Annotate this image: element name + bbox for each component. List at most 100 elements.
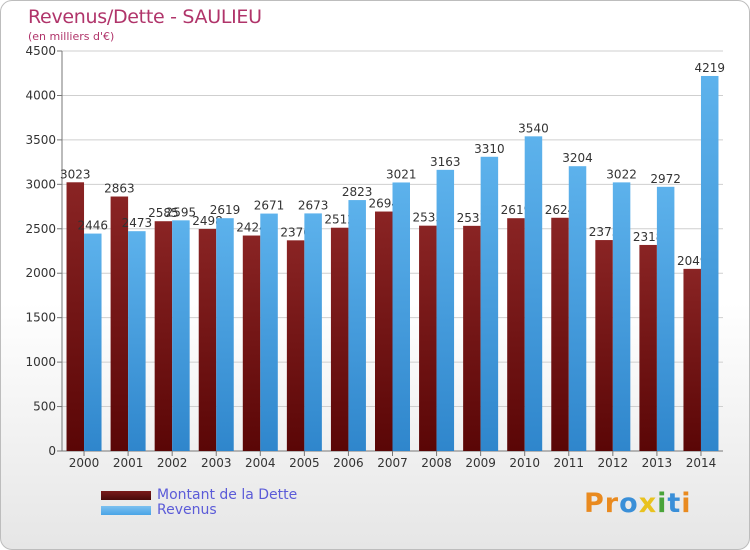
data-label-dette: 2373 [589, 225, 620, 239]
logo-letter: i [681, 488, 692, 519]
bar-dette [330, 227, 349, 451]
bar-dette [286, 240, 305, 451]
y-tick-label: 4000 [25, 88, 56, 102]
bar-revenus [84, 233, 102, 451]
bar-dette [639, 244, 657, 451]
y-tick-label: 500 [33, 400, 56, 414]
x-tick-label: 2004 [245, 456, 276, 470]
data-label-revenus: 2446 [78, 219, 109, 233]
y-tick-label: 1500 [25, 311, 56, 325]
bar-dette [551, 217, 569, 451]
data-label-revenus: 3021 [386, 167, 417, 181]
logo-letter: x [638, 488, 658, 519]
y-tick-label: 4500 [25, 44, 56, 58]
data-label-dette: 2619 [501, 203, 532, 217]
bar-dette [595, 240, 613, 451]
legend-label-dette: Montant de la Dette [157, 487, 298, 503]
bar-dette [507, 218, 525, 451]
data-label-dette: 2624 [545, 203, 576, 217]
logo-letter: i [657, 488, 668, 519]
data-label-dette: 2533 [457, 211, 488, 225]
x-tick-label: 2000 [69, 456, 100, 470]
data-label-revenus: 3310 [474, 142, 505, 156]
x-tick-label: 2009 [465, 456, 496, 470]
bar-revenus [700, 75, 719, 451]
legend-label-revenus: Revenus [157, 502, 217, 518]
bar-revenus [128, 231, 146, 451]
bar-dette [463, 225, 481, 451]
bar-revenus [348, 200, 366, 451]
bar-dette [683, 268, 701, 451]
data-label-revenus: 2823 [342, 185, 373, 199]
data-label-revenus: 3204 [562, 151, 593, 165]
legend-swatch-revenus [101, 506, 151, 515]
data-label-revenus: 3540 [518, 121, 549, 135]
bar-revenus [172, 220, 190, 451]
bar-dette [419, 225, 437, 451]
data-label-dette: 2049 [677, 254, 708, 268]
data-label-revenus: 2595 [166, 205, 197, 219]
y-tick-label: 3500 [25, 133, 56, 147]
data-label-dette: 3023 [60, 167, 91, 181]
x-tick-label: 2003 [201, 456, 232, 470]
bar-dette [110, 196, 129, 451]
y-tick-label: 3000 [25, 177, 56, 191]
logo-letter: t [667, 488, 682, 519]
bar-revenus [216, 218, 234, 451]
x-tick-label: 2006 [333, 456, 364, 470]
y-tick-label: 2000 [25, 266, 56, 280]
x-tick-label: 2001 [113, 456, 144, 470]
proxiti-logo: Proxiti [584, 488, 692, 519]
x-tick-label: 2002 [157, 456, 188, 470]
bar-revenus [260, 213, 278, 451]
logo-letter: r [604, 488, 620, 519]
chart-subtitle: (en milliers d'€) [28, 30, 115, 43]
logo-letter: o [619, 488, 639, 519]
bar-dette [375, 211, 393, 451]
data-label-revenus: 3163 [430, 155, 461, 169]
x-tick-label: 2014 [686, 456, 717, 470]
data-label-dette: 2370 [280, 225, 311, 239]
bar-dette [66, 182, 85, 452]
data-label-dette: 2863 [104, 182, 135, 196]
y-tick-label: 2500 [25, 222, 56, 236]
data-label-dette: 2318 [633, 230, 664, 244]
data-label-revenus: 2673 [298, 198, 329, 212]
y-tick-label: 0 [48, 444, 56, 458]
bar-dette [242, 235, 261, 451]
data-label-dette: 2694 [368, 197, 399, 211]
bar-revenus [436, 169, 455, 451]
bar-revenus [612, 182, 631, 451]
bar-revenus [304, 213, 322, 451]
data-label-dette: 2498 [192, 214, 223, 228]
bar-revenus [568, 166, 587, 451]
data-label-dette: 2424 [236, 221, 267, 235]
x-tick-label: 2008 [421, 456, 452, 470]
bar-revenus [524, 136, 543, 452]
x-tick-label: 2007 [377, 456, 408, 470]
x-tick-label: 2012 [598, 456, 629, 470]
bar-revenus [480, 156, 499, 451]
data-label-revenus: 2671 [254, 199, 285, 213]
chart-title: Revenus/Dette - SAULIEU [28, 6, 262, 28]
bar-dette [154, 221, 173, 451]
data-label-dette: 2535 [413, 211, 444, 225]
x-tick-label: 2011 [553, 456, 584, 470]
x-tick-label: 2005 [289, 456, 320, 470]
y-tick-label: 1000 [25, 355, 56, 369]
bar-revenus [656, 186, 675, 452]
logo-letter: P [584, 488, 605, 519]
data-label-revenus: 2473 [122, 216, 153, 230]
data-label-revenus: 2972 [650, 172, 681, 186]
x-tick-label: 2010 [509, 456, 540, 470]
legend-swatch-dette [101, 491, 151, 500]
data-label-dette: 2512 [324, 213, 355, 227]
bar-revenus [392, 182, 410, 451]
data-label-revenus: 2619 [210, 203, 241, 217]
data-label-revenus: 4219 [694, 61, 725, 75]
x-tick-label: 2013 [642, 456, 673, 470]
data-label-dette: 2585 [148, 206, 179, 220]
data-label-revenus: 3022 [606, 167, 637, 181]
